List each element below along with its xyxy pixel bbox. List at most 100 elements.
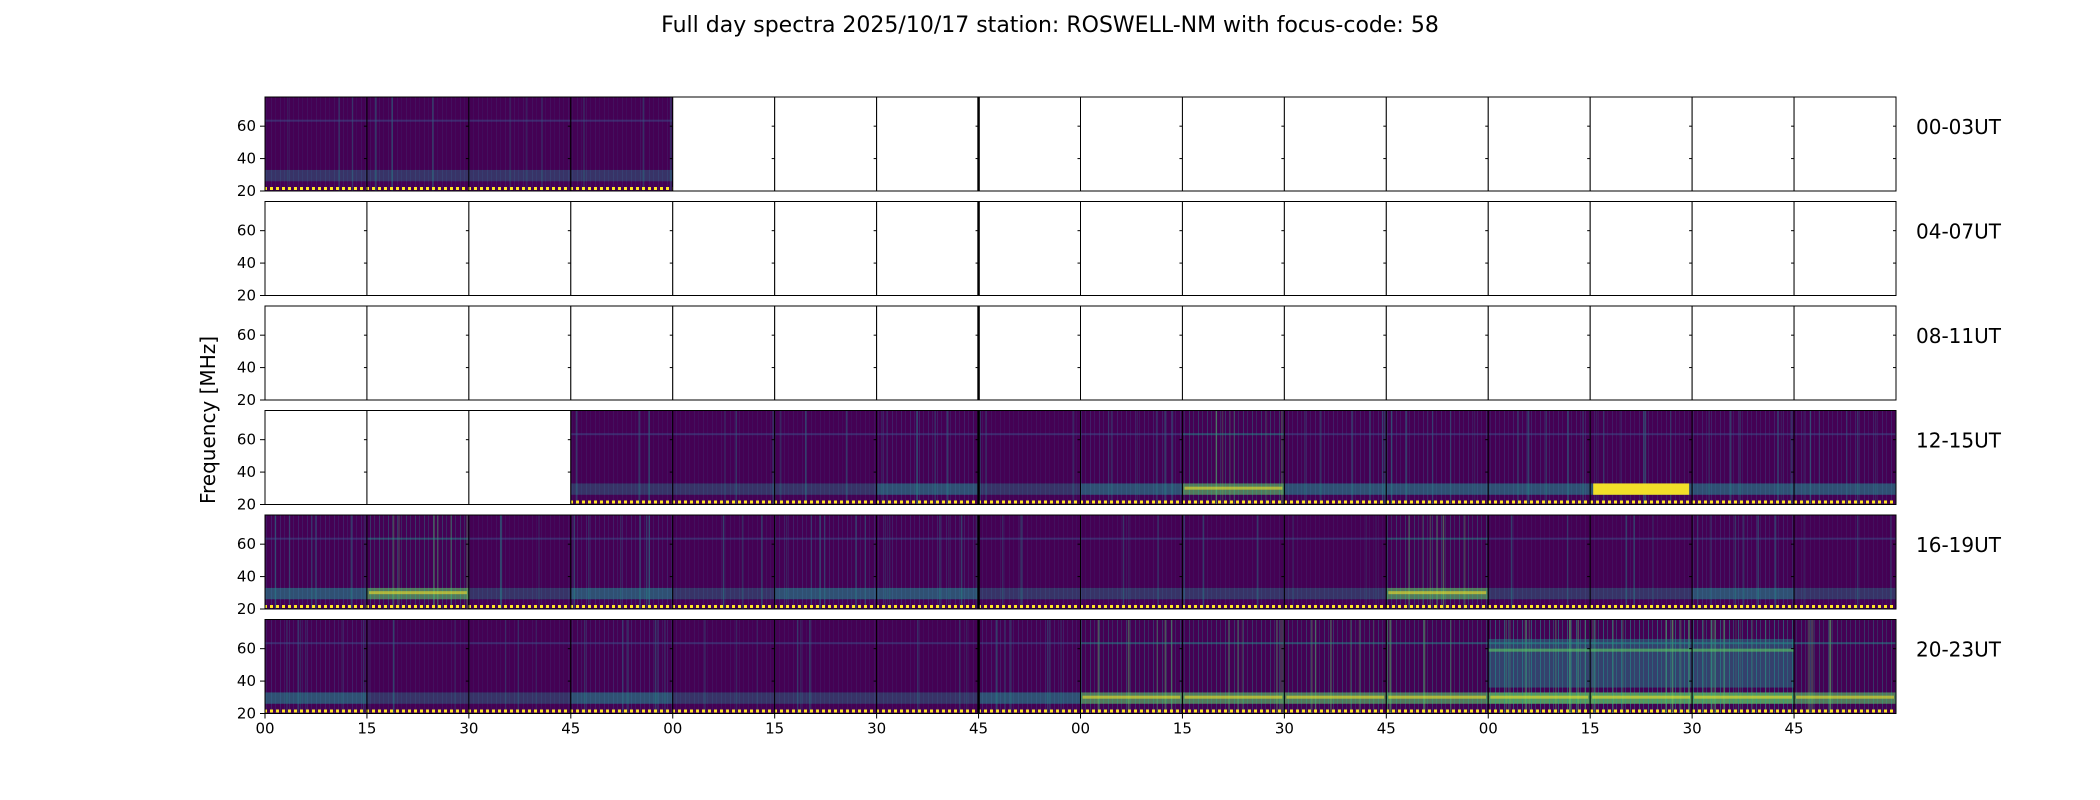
spectrum-panel	[1793, 201, 1897, 296]
spectrum-panel	[1080, 514, 1183, 610]
spectra-row-20-23ut: 20 40 60 20-23UT	[237, 619, 2002, 723]
figure-title: Full day spectra 2025/10/17 station: ROS…	[661, 13, 1439, 38]
spectrum-panel	[774, 410, 878, 505]
x-tick-label: 30	[1683, 720, 1702, 738]
spectrum-panel	[1487, 201, 1591, 296]
x-tick-label: 00	[255, 720, 274, 738]
y-tick-label: 60	[237, 117, 256, 135]
spectrum-panel	[366, 305, 470, 401]
spectrum-panel	[1589, 619, 1693, 714]
spectrum-panel	[1283, 410, 1387, 505]
x-tick-label: 00	[1071, 720, 1090, 738]
spectrum-panel	[1181, 410, 1285, 505]
row-label: 04-07UT	[1916, 220, 2002, 244]
spectra-row-04-07ut: 20 40 60 04-07UT	[237, 201, 2002, 305]
row-label: 00-03UT	[1916, 115, 2002, 139]
spectrum-panel	[1487, 96, 1591, 192]
spectrum-panel	[978, 96, 1081, 192]
y-tick-label: 60	[237, 640, 256, 658]
spectrum-panel	[570, 96, 674, 192]
x-tick-label: 15	[1173, 720, 1192, 738]
spectrum-panel	[774, 201, 878, 296]
spectrum-panel	[1385, 410, 1489, 505]
y-axis-label: Frequency [MHz]	[196, 336, 220, 504]
spectrum-panel	[1487, 514, 1591, 610]
spectrum-panel	[1589, 305, 1693, 401]
spectrum-panel	[264, 514, 368, 610]
spectrum-panel	[366, 619, 470, 714]
spectrum-panel	[672, 410, 776, 505]
x-tick-label: 30	[459, 720, 478, 738]
spectrum-panel	[1487, 305, 1591, 401]
spectrum-panel	[1080, 201, 1183, 296]
spectrum-panel	[1793, 514, 1897, 610]
spectrum-panel	[876, 619, 980, 714]
spectrum-panel	[1181, 96, 1285, 192]
x-tick-label: 15	[765, 720, 784, 738]
row-label: 12-15UT	[1916, 429, 2002, 453]
spectrum-panel	[570, 514, 674, 610]
x-tick-label: 30	[1275, 720, 1294, 738]
spectrum-panel	[1691, 305, 1795, 401]
spectrum-panel	[468, 96, 572, 192]
spectrum-panel	[672, 514, 776, 610]
spectrum-panel	[570, 410, 674, 505]
y-tick-label: 40	[237, 359, 256, 377]
spectrum-panel	[1283, 305, 1387, 401]
spectrum-panel	[774, 619, 878, 714]
x-tick-label: 15	[357, 720, 376, 738]
spectrum-panel	[672, 619, 776, 714]
spectrum-panel	[468, 514, 572, 610]
spectrum-panel	[774, 514, 878, 610]
spectrum-panel	[1691, 410, 1795, 505]
spectrum-panel	[1080, 619, 1183, 714]
spectrum-panel	[570, 201, 674, 296]
spectrum-panel	[264, 619, 368, 714]
x-tick-label: 45	[1785, 720, 1804, 738]
spectrum-panel	[1385, 96, 1489, 192]
spectrum-panel	[876, 514, 980, 610]
spectrum-panel	[1385, 619, 1489, 714]
spectrum-panel	[1385, 201, 1489, 296]
spectrum-panel	[1283, 96, 1387, 192]
x-tick-label: 15	[1581, 720, 1600, 738]
spectrum-panel	[672, 201, 776, 296]
spectrum-panel	[1793, 96, 1897, 192]
spectrum-panel	[876, 410, 980, 505]
row-label: 08-11UT	[1916, 324, 2002, 348]
spectrum-panel	[1080, 410, 1183, 505]
spectrum-panel	[468, 410, 572, 505]
spectrum-panel	[876, 96, 980, 192]
y-tick-label: 20	[237, 182, 256, 200]
y-tick-label: 40	[237, 463, 256, 481]
y-tick-label: 20	[237, 287, 256, 305]
spectrum-panel	[264, 305, 368, 401]
spectrum-panel	[672, 305, 776, 401]
spectrum-panel	[1793, 410, 1897, 505]
spectrum-panel	[1385, 514, 1489, 610]
spectrum-panel	[1181, 201, 1285, 296]
spectrum-panel	[1487, 410, 1591, 505]
spectrum-panel	[774, 305, 878, 401]
spectrum-panel	[1080, 305, 1183, 401]
panel-border	[1793, 514, 1897, 610]
x-tick-label: 45	[1377, 720, 1396, 738]
spectrum-panel	[264, 201, 368, 296]
y-tick-label: 20	[237, 705, 256, 723]
spectrum-panel	[1691, 96, 1795, 192]
row-label: 20-23UT	[1916, 638, 2002, 662]
spectrum-panel	[978, 305, 1081, 401]
x-tick-label: 00	[1479, 720, 1498, 738]
y-tick-label: 40	[237, 672, 256, 690]
spectrum-panel	[1589, 201, 1693, 296]
spectrum-panel	[1589, 410, 1693, 505]
y-tick-label: 20	[237, 496, 256, 514]
spectra-row-08-11ut: 20 40 60 08-11UT	[237, 305, 2002, 409]
spectrum-panel	[366, 201, 470, 296]
spectrum-panel	[1691, 201, 1795, 296]
panel-border	[1793, 305, 1897, 401]
x-tick-label: 45	[561, 720, 580, 738]
spectrum-panel	[1589, 96, 1693, 192]
